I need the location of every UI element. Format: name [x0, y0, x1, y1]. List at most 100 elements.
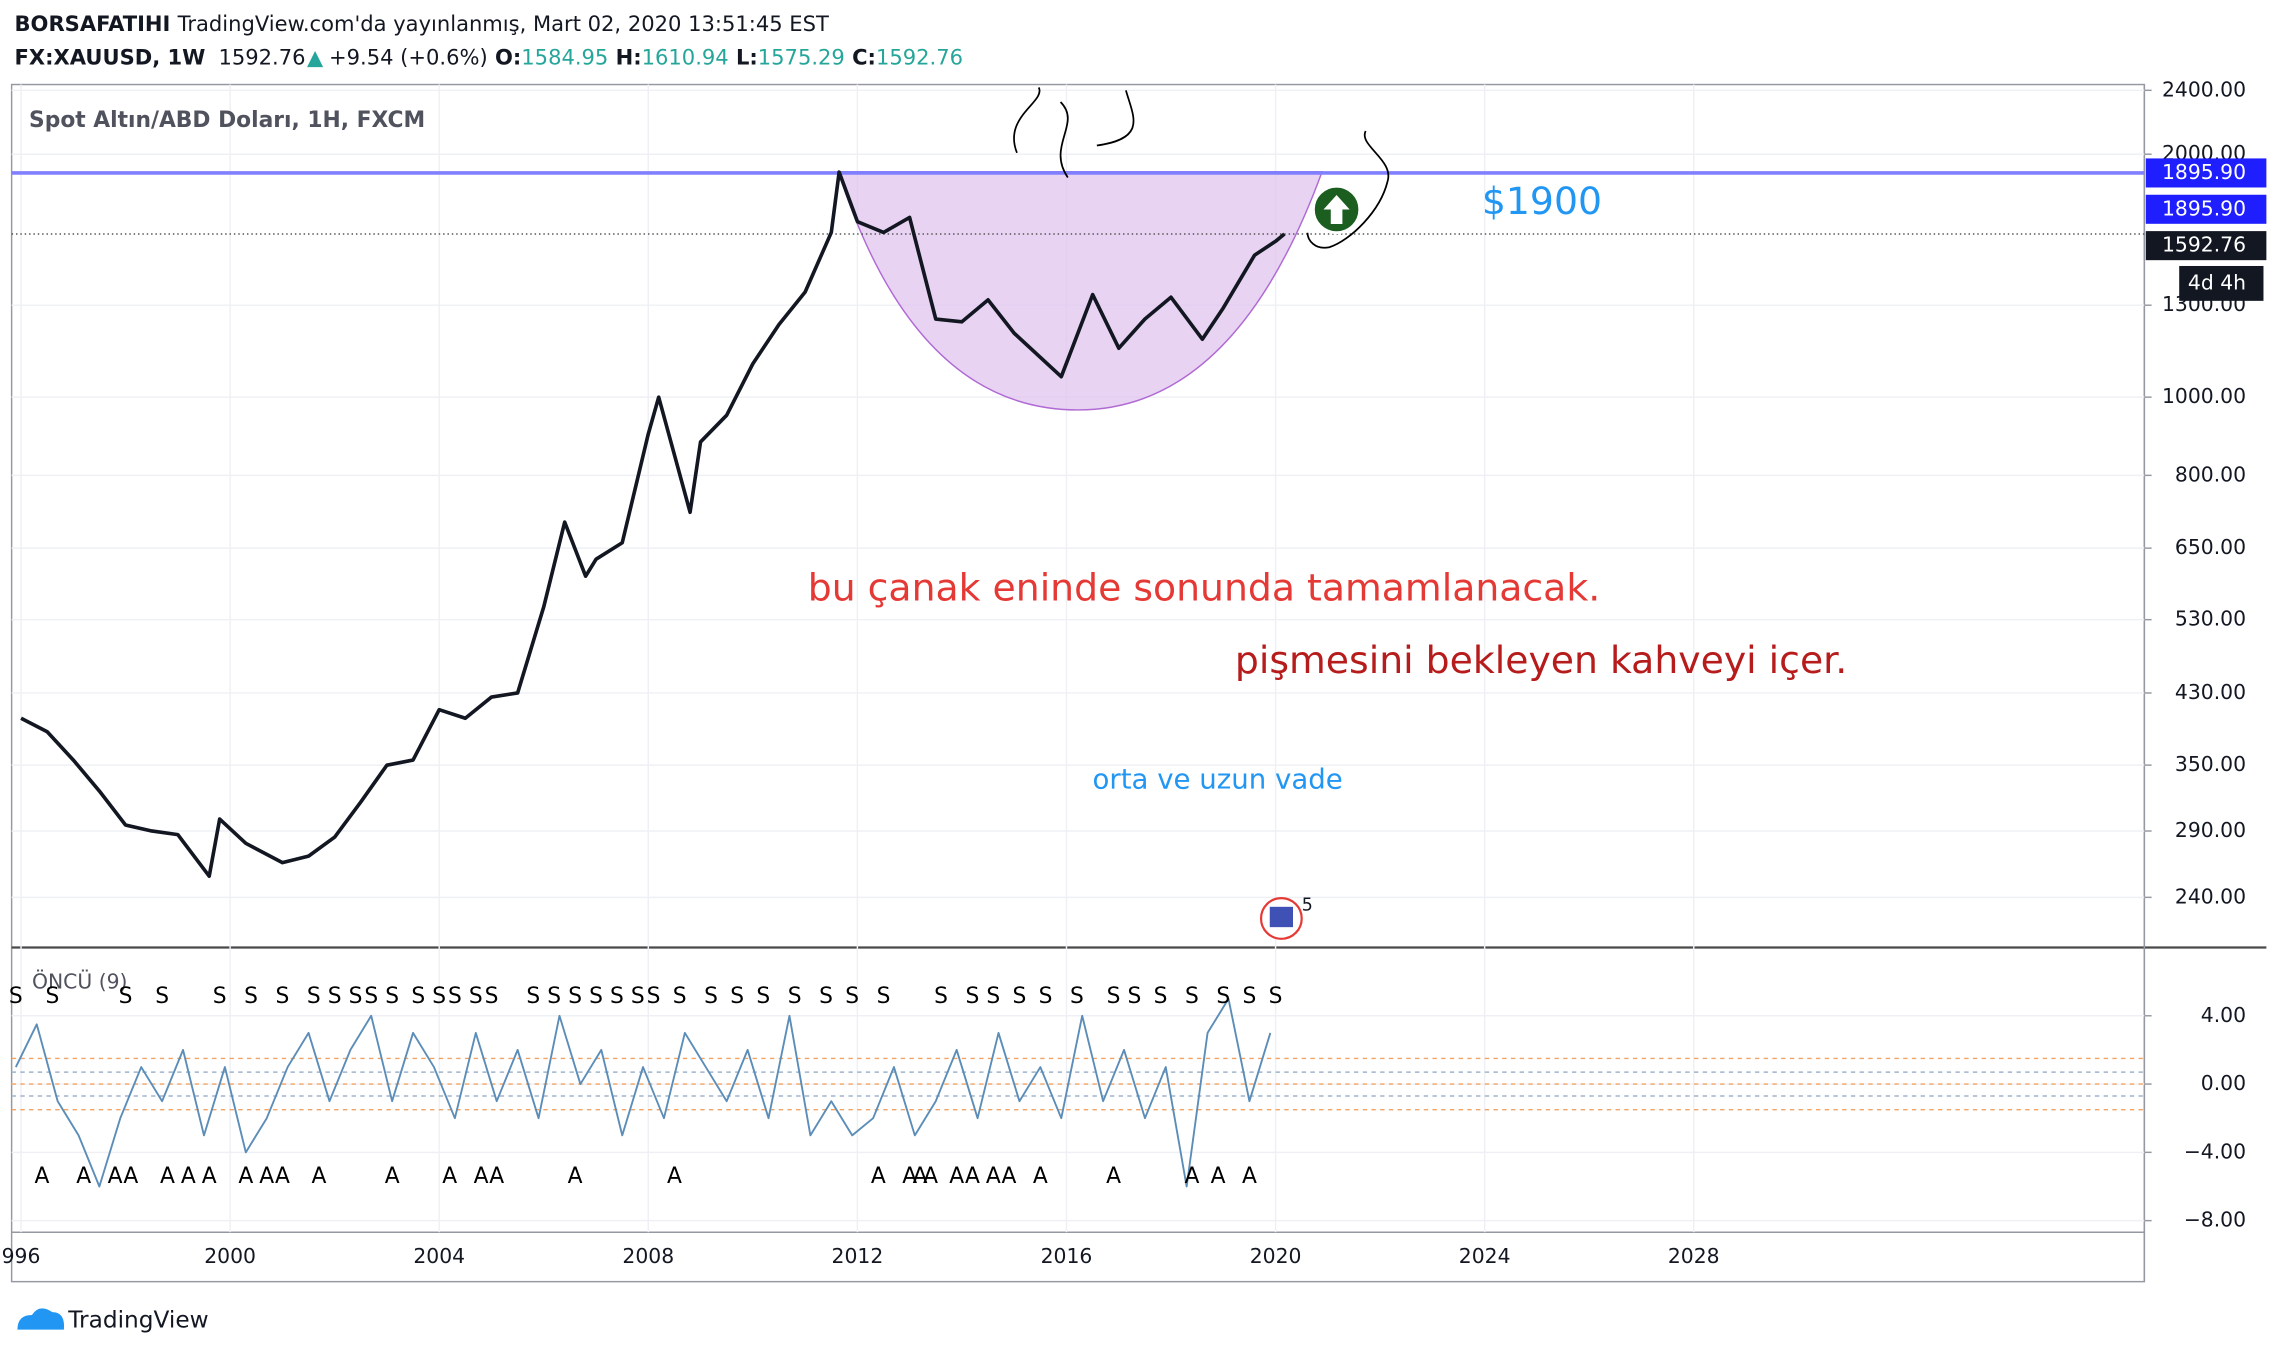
sell-signal: S [9, 984, 23, 1009]
sell-signal: S [965, 984, 979, 1009]
sell-signal: S [526, 984, 540, 1009]
author: BORSAFATIHI [15, 11, 171, 36]
sell-signal: S [411, 984, 425, 1009]
sell-signal: S [568, 984, 582, 1009]
sell-signal: S [1128, 984, 1142, 1009]
y-tick-label: −4.00 [2184, 1139, 2246, 1163]
sell-signal: S [647, 984, 661, 1009]
hline-label: 1895.90 [2162, 160, 2246, 184]
sell-signal: S [155, 984, 169, 1009]
sell-signal: S [432, 984, 446, 1009]
sell-signal: S [934, 984, 948, 1009]
ohlc-label: O: [495, 44, 521, 69]
buy-signal: A [965, 1164, 980, 1189]
change: +9.54 (+0.6%) [329, 44, 488, 69]
sell-signal: S [877, 984, 891, 1009]
sell-signal: S [589, 984, 603, 1009]
sell-signal: S [631, 984, 645, 1009]
buy-signal: A [76, 1164, 91, 1189]
buy-signal: A [1106, 1164, 1121, 1189]
sell-signal: S [119, 984, 133, 1009]
sell-signal: S [1013, 984, 1027, 1009]
y-tick-label: 2400.00 [2162, 77, 2246, 101]
ohlc-label: C: [852, 44, 876, 69]
sell-signal: S [1107, 984, 1121, 1009]
ohlc-value: 1610.94 [642, 44, 729, 69]
ohlc-value: 1584.95 [521, 44, 608, 69]
up-arrow: ▲ [307, 44, 324, 69]
sell-signal: S [788, 984, 802, 1009]
buy-signal: A [902, 1164, 917, 1189]
y-tick-label: 650.00 [2175, 535, 2246, 559]
layout [10, 83, 2267, 1283]
symbol: FX:XAUUSD, 1W [15, 44, 206, 69]
buy-signal: A [1242, 1164, 1257, 1189]
buy-signal: A [1211, 1164, 1226, 1189]
sell-signal: S [328, 984, 342, 1009]
annotation: $1900 [1482, 179, 1602, 223]
badge-count: 5 [1302, 895, 1313, 915]
sell-signal: S [819, 984, 833, 1009]
buy-signal: A [275, 1164, 290, 1189]
buy-signal: A [1033, 1164, 1048, 1189]
last-price: 1592.76 [218, 44, 305, 69]
y-tick-label: 800.00 [2175, 462, 2246, 486]
sell-signal: S [1070, 984, 1084, 1009]
published: TradingView.com'da yayınlanmış, Mart 02,… [177, 11, 829, 36]
last-price-label-box [2145, 231, 2267, 261]
x-tick-label: 2004 [413, 1244, 465, 1268]
hand-drawing [1013, 87, 1390, 249]
last-price-label: 1592.76 [2162, 233, 2246, 257]
header-line-2: FX:XAUUSD, 1W 1592.76▲ +9.54 (+0.6%) O:1584… [15, 44, 963, 69]
sell-signal: S [1039, 984, 1053, 1009]
buy-signal: A [871, 1164, 886, 1189]
brand: TradingView [67, 1306, 208, 1333]
price-line [20, 170, 1286, 878]
buy-signal: A [202, 1164, 217, 1189]
buy-signal: A [474, 1164, 489, 1189]
sell-signal: S [1269, 984, 1283, 1009]
buy-signal: A [312, 1164, 327, 1189]
y-tick-label: 430.00 [2175, 680, 2246, 704]
sell-signal: S [364, 984, 378, 1009]
annotation: orta ve uzun vade [1093, 762, 1343, 795]
buy-signal: A [259, 1164, 274, 1189]
sell-signal: S [704, 984, 718, 1009]
y-tick-label: 530.00 [2175, 607, 2246, 631]
y-tick-label: 1000.00 [2162, 384, 2246, 408]
buy-signal: A [34, 1164, 49, 1189]
target-label-box [2145, 194, 2267, 224]
y-tick-label: 0.00 [2201, 1071, 2246, 1095]
sell-signal: S [213, 984, 227, 1009]
indicator-title: ÖNCÜ (9) [32, 968, 128, 993]
buy-signal: A [923, 1164, 938, 1189]
countdown: 4d 4h [2188, 270, 2246, 294]
sell-signal: S [986, 984, 1000, 1009]
buy-signal: A [949, 1164, 964, 1189]
price-line [14, 997, 1272, 1188]
sell-signal: S [845, 984, 859, 1009]
x-tick-label: 2024 [1459, 1244, 1511, 1268]
x-tick-label: 2012 [832, 1244, 884, 1268]
x-tick-label: 2000 [204, 1244, 256, 1268]
buy-signal: A [489, 1164, 504, 1189]
ohlc-value: 1592.76 [876, 44, 963, 69]
sell-signal: S [448, 984, 462, 1009]
sell-signal: S [673, 984, 687, 1009]
ohlc-label: L: [736, 44, 758, 69]
buy-signal: A [123, 1164, 138, 1189]
logo-icon [17, 1308, 65, 1330]
x-tick-label: 2028 [1668, 1244, 1720, 1268]
buy-signal: A [442, 1164, 457, 1189]
grid [11, 84, 2145, 1233]
y-tick-label: 290.00 [2175, 818, 2246, 842]
sell-signal: S [385, 984, 399, 1009]
annotation: bu çanak eninde sonunda tamamlanacak. [808, 566, 1600, 610]
buy-signal: A [568, 1164, 583, 1189]
sell-signal: S [610, 984, 624, 1009]
buy-signal: A [986, 1164, 1001, 1189]
buy-signal: A [160, 1164, 175, 1189]
y-tick-label: 350.00 [2175, 752, 2246, 776]
buy-signal: A [1184, 1164, 1199, 1189]
pane-title: Spot Altın/ABD Doları, 1H, FXCM [29, 108, 425, 133]
